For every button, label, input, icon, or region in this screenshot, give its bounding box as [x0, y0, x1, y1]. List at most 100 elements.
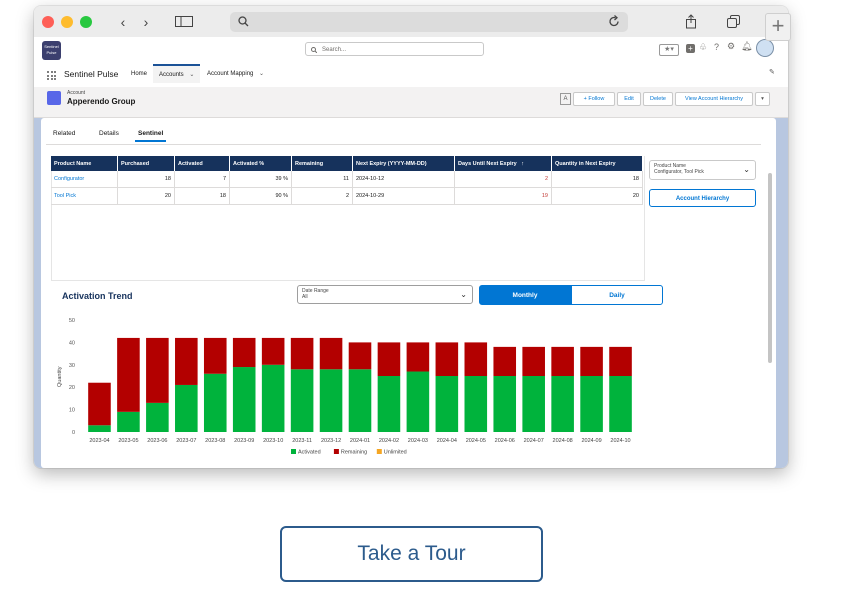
- bar-segment-remaining: [232, 337, 256, 368]
- table-cell-qty: 20: [551, 187, 643, 205]
- chevron-down-icon[interactable]: ⌄: [189, 72, 195, 78]
- chevron-down-icon[interactable]: ⌄: [259, 71, 265, 77]
- trailhead-icon[interactable]: ♧: [699, 42, 708, 52]
- favorites-icon[interactable]: ★▾: [659, 44, 679, 56]
- forward-icon[interactable]: ›: [143, 13, 149, 30]
- sentinel-sidebar: Product Name Configurator, Tool Pick ⌄ A…: [647, 156, 757, 468]
- date-range-value: All: [302, 294, 308, 300]
- bar-segment-remaining: [609, 346, 632, 376]
- y-tick-label: 50: [69, 318, 75, 324]
- bar-segment-remaining: [290, 337, 314, 370]
- record-content: Related Details Sentinel Product Name Pu…: [34, 118, 788, 468]
- legend-label: Remaining: [341, 450, 367, 456]
- x-tick-label: 2024-10: [610, 438, 630, 444]
- product-name-value: Configurator, Tool Pick: [654, 169, 704, 175]
- nav-item-account-mapping[interactable]: Account Mapping ⌄: [207, 64, 264, 85]
- column-header[interactable]: Activated: [174, 156, 230, 171]
- x-tick-label: 2024-02: [379, 438, 399, 444]
- compact-layout-icon[interactable]: A: [560, 93, 571, 105]
- table-cell-activated: 18: [174, 187, 230, 205]
- account-hierarchy-button[interactable]: Account Hierarchy: [649, 189, 756, 207]
- legend-swatch: [376, 449, 382, 454]
- global-actions-icon[interactable]: +: [686, 44, 695, 53]
- x-tick-label: 2024-07: [524, 438, 544, 444]
- column-header[interactable]: Activated %: [229, 156, 292, 171]
- chevron-down-icon: ⌄: [460, 290, 467, 299]
- view-account-hierarchy-button[interactable]: View Account Hierarchy: [675, 92, 753, 106]
- table-cell-product[interactable]: Tool Pick: [51, 187, 118, 205]
- bar-segment-remaining: [117, 337, 140, 412]
- follow-button[interactable]: + Follow: [573, 92, 615, 106]
- monthly-toggle-button[interactable]: Monthly: [479, 285, 571, 305]
- account-icon: [47, 91, 61, 105]
- table-row: Configurator 18 7 39 % 11 2024-10-12 2 18: [51, 171, 643, 188]
- search-icon: [238, 16, 249, 27]
- address-bar[interactable]: [230, 12, 628, 32]
- column-header[interactable]: Remaining: [291, 156, 353, 171]
- minimize-window-button[interactable]: [61, 16, 73, 28]
- column-header[interactable]: Purchased: [117, 156, 175, 171]
- x-tick-label: 2023-12: [321, 438, 341, 444]
- browser-titlebar: ‹ ›: [34, 6, 788, 38]
- sidebar-toggle-icon[interactable]: [170, 13, 198, 30]
- browser-window: ‹ › Sentinel Pulse Search... ★▾ + ♧ ? ⚙ …: [34, 6, 788, 468]
- table-cell-qty: 18: [551, 171, 643, 188]
- column-header[interactable]: Days Until Next Expiry ↑: [454, 156, 552, 171]
- edit-nav-pencil-icon[interactable]: ✎: [769, 69, 775, 76]
- bar-segment-remaining: [146, 337, 169, 403]
- x-tick-label: 2024-05: [466, 438, 486, 444]
- global-search-input[interactable]: Search...: [305, 42, 484, 56]
- scrollbar[interactable]: [768, 173, 772, 363]
- table-cell-product[interactable]: Configurator: [51, 171, 118, 188]
- daily-toggle-button[interactable]: Daily: [571, 285, 663, 305]
- x-tick-label: 2023-09: [234, 438, 254, 444]
- x-tick-label: 2024-08: [553, 438, 573, 444]
- tab-divider: [46, 144, 761, 145]
- tab-details[interactable]: Details: [99, 130, 119, 137]
- date-range-select[interactable]: Date Range All ⌄: [297, 285, 473, 304]
- tabs-overview-icon[interactable]: [724, 13, 742, 30]
- column-header[interactable]: Product Name: [51, 156, 118, 171]
- edit-button[interactable]: Edit: [617, 92, 641, 106]
- more-actions-chevron-icon[interactable]: ▾: [755, 92, 770, 106]
- column-header[interactable]: Quantity in Next Expiry: [551, 156, 643, 171]
- table-cell-activated: 7: [174, 171, 230, 188]
- tab-sentinel[interactable]: Sentinel: [135, 130, 167, 142]
- notifications-bell-icon[interactable]: 🔔︎: [741, 41, 753, 51]
- bar-segment-activated: [232, 367, 256, 432]
- bar-segment-activated: [406, 371, 430, 432]
- sort-ascending-icon[interactable]: ↑: [521, 160, 524, 167]
- nav-item-home[interactable]: Home: [131, 71, 148, 77]
- table-row: Tool Pick 20 18 90 % 2 2024-10-29 19 20: [51, 187, 643, 205]
- back-icon[interactable]: ‹: [120, 13, 126, 30]
- bar-segment-activated: [203, 373, 227, 432]
- delete-button[interactable]: Delete: [643, 92, 673, 106]
- sentinel-products-table: Product Name Purchased Activated Activat…: [51, 156, 643, 205]
- activation-trend-chart: 0 10 20 30 40 50 Quantity 2023-04 2023-05 2023-06…: [57, 318, 632, 456]
- new-tab-button[interactable]: +: [765, 13, 791, 41]
- legend-swatch: [291, 449, 296, 454]
- tab-related[interactable]: Related: [53, 130, 76, 137]
- user-avatar[interactable]: [756, 39, 774, 57]
- search-icon: [311, 47, 317, 53]
- x-tick-label: 2023-06: [147, 438, 167, 444]
- app-launcher-icon[interactable]: [47, 71, 56, 80]
- share-icon[interactable]: [682, 13, 700, 30]
- y-tick-label: 0: [72, 430, 75, 436]
- help-icon[interactable]: ?: [714, 42, 720, 52]
- bar-segment-activated: [88, 425, 111, 432]
- x-tick-label: 2024-09: [581, 438, 601, 444]
- bar-segment-activated: [435, 376, 459, 432]
- nav-item-accounts[interactable]: Accounts ⌄: [153, 64, 200, 83]
- take-a-tour-button[interactable]: Take a Tour: [280, 526, 543, 582]
- reload-icon[interactable]: [608, 15, 620, 28]
- maximize-window-button[interactable]: [80, 16, 92, 28]
- setup-gear-icon[interactable]: ⚙: [727, 41, 736, 51]
- close-window-button[interactable]: [42, 16, 54, 28]
- column-header[interactable]: Next Expiry (YYYY-MM-DD): [352, 156, 455, 171]
- product-name-select[interactable]: Product Name Configurator, Tool Pick ⌄: [649, 160, 756, 180]
- x-tick-label: 2023-05: [118, 438, 138, 444]
- table-cell-days: 2: [454, 171, 552, 188]
- y-tick-label: 40: [69, 340, 75, 346]
- bar-segment-activated: [580, 376, 603, 432]
